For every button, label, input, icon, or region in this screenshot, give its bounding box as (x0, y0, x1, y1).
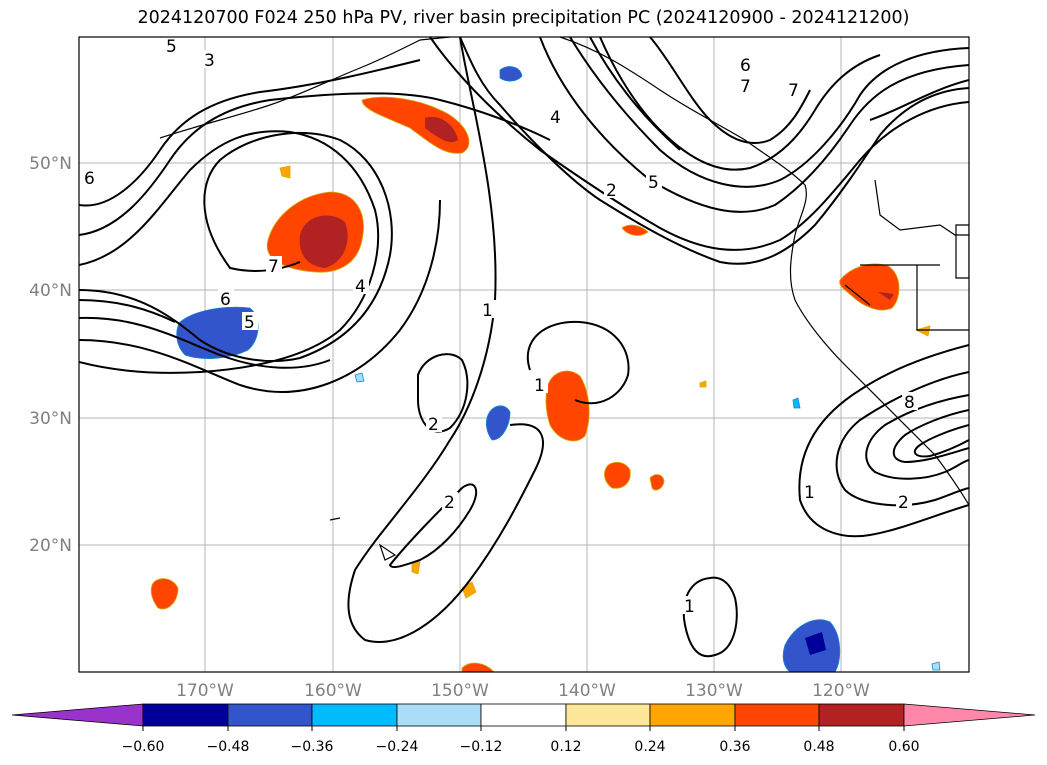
colorbar-label: 0.36 (719, 739, 750, 755)
latitude-labels: 50°N 40°N 30°N 20°N (29, 154, 72, 556)
contour-labels: 5 3 6 7 4 6 5 7 6 7 4 2 5 1 (82, 37, 918, 617)
svg-text:6: 6 (84, 169, 95, 189)
svg-text:1: 1 (804, 483, 815, 503)
colorbar-bin-9 (818, 703, 905, 727)
colorbar (11, 703, 1036, 727)
lon-label-150w: 150°W (431, 681, 489, 701)
colorbar-label: −0.36 (291, 739, 334, 755)
colorbar-bin-7 (649, 703, 736, 727)
svg-text:2: 2 (898, 493, 909, 513)
colorbar-label: 0.12 (550, 739, 581, 755)
svg-text:7: 7 (740, 77, 751, 97)
svg-text:2: 2 (428, 415, 439, 435)
lat-label-50n: 50°N (29, 154, 72, 174)
svg-text:1: 1 (534, 376, 545, 396)
svg-text:7: 7 (268, 257, 279, 277)
precip-negative-anomalies (176, 66, 941, 672)
svg-text:4: 4 (355, 277, 366, 297)
svg-text:8: 8 (904, 393, 915, 413)
colorbar-bin-2 (227, 703, 313, 727)
map-title: 2024120700 F024 250 hPa PV, river basin … (137, 8, 910, 28)
lat-label-40n: 40°N (29, 281, 72, 301)
colorbar-bin-4 (396, 703, 482, 727)
svg-text:6: 6 (740, 56, 751, 76)
colorbar-bin-3 (311, 703, 398, 727)
colorbar-label: 0.24 (634, 739, 665, 755)
lon-label-120w: 120°W (812, 681, 870, 701)
svg-text:5: 5 (166, 37, 177, 57)
lat-label-20n: 20°N (29, 536, 72, 556)
svg-text:5: 5 (648, 173, 659, 193)
svg-text:2: 2 (444, 493, 455, 513)
colorbar-ticks (142, 726, 905, 731)
colorbar-bin-6 (565, 703, 651, 727)
svg-text:3: 3 (204, 51, 215, 71)
svg-text:2: 2 (606, 181, 617, 201)
colorbar-label: −0.12 (460, 739, 503, 755)
colorbar-bin-1 (142, 703, 229, 727)
svg-text:6: 6 (220, 290, 231, 310)
colorbar-extend-low (11, 703, 144, 727)
lon-label-140w: 140°W (558, 681, 616, 701)
colorbar-bin-5 (480, 703, 567, 727)
lon-label-160w: 160°W (304, 681, 362, 701)
colorbar-tick-labels: −0.60 −0.48 −0.36 −0.24 −0.12 0.12 0.24 … (122, 739, 920, 755)
precip-positive-anomalies (150, 96, 931, 672)
coastlines (159, 37, 969, 561)
svg-text:1: 1 (482, 301, 493, 321)
longitude-labels: 170°W 160°W 150°W 140°W 130°W 120°W (176, 681, 870, 701)
map-frame (78, 36, 970, 673)
svg-text:7: 7 (788, 81, 799, 101)
colorbar-label: 0.60 (888, 739, 919, 755)
lon-label-130w: 130°W (685, 681, 743, 701)
pv-contours (79, 37, 969, 658)
lon-label-170w: 170°W (176, 681, 234, 701)
svg-text:4: 4 (550, 108, 561, 128)
colorbar-label: −0.24 (376, 739, 419, 755)
colorbar-label: 0.48 (803, 739, 834, 755)
colorbar-extend-high (903, 703, 1036, 727)
colorbar-label: −0.48 (207, 739, 250, 755)
lat-label-30n: 30°N (29, 409, 72, 429)
svg-text:1: 1 (684, 597, 695, 617)
colorbar-label: −0.60 (122, 739, 165, 755)
colorbar-bin-8 (734, 703, 820, 727)
svg-text:5: 5 (244, 313, 255, 333)
